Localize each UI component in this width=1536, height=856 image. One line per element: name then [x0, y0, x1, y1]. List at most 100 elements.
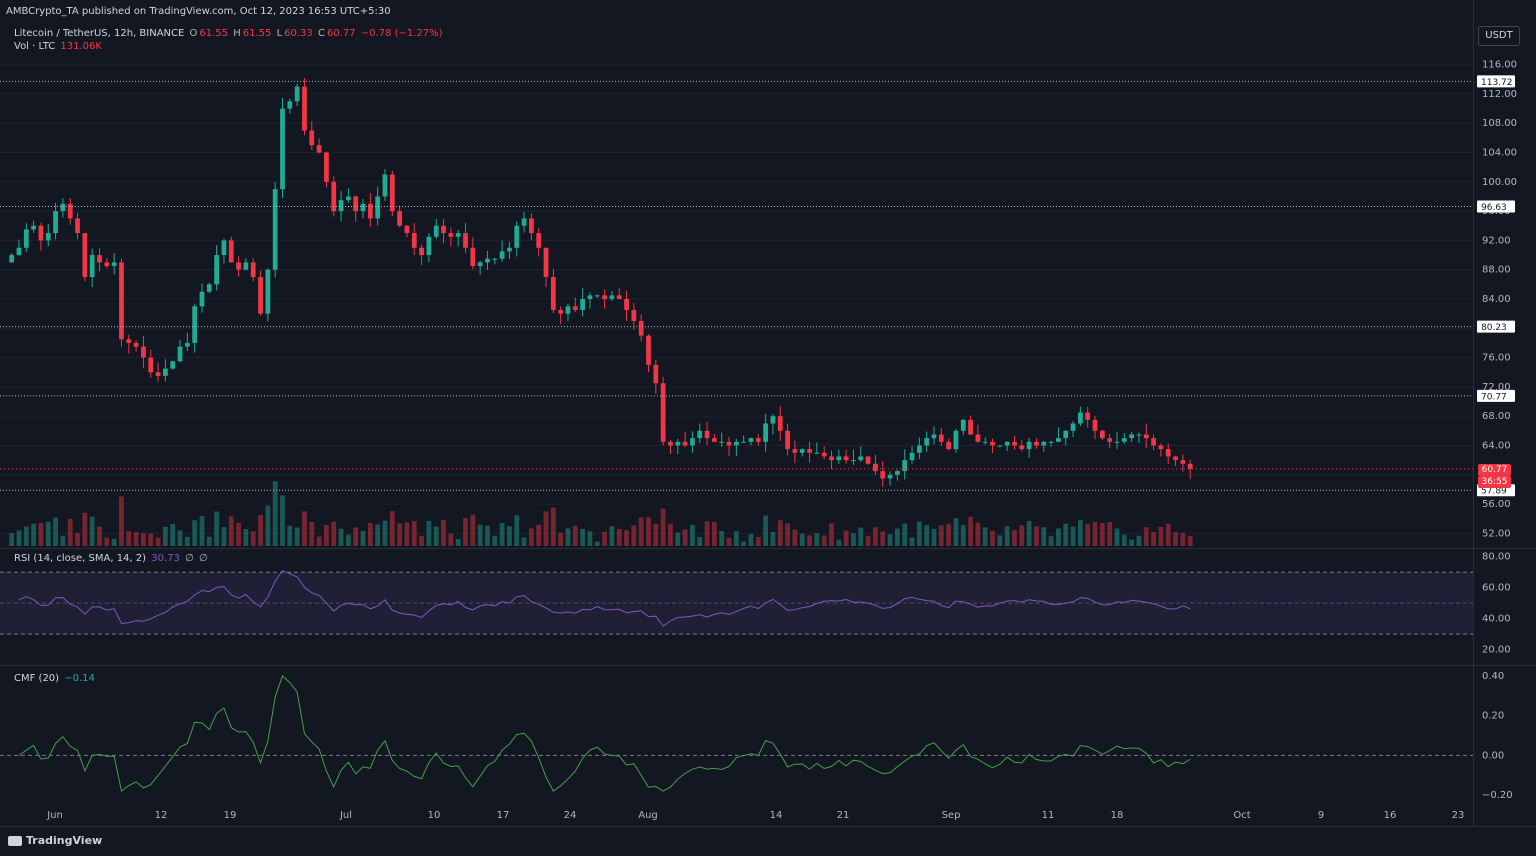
volume-bar — [843, 530, 849, 546]
time-tick-label: Jun — [46, 810, 63, 821]
volume-bar — [389, 511, 395, 546]
price-chart-canvas[interactable]: 116.00112.00108.00104.00100.0096.0092.00… — [0, 0, 1536, 826]
candle-body — [1151, 438, 1156, 446]
volume-legend: Vol · LTC 131.06K — [14, 41, 104, 52]
high-value: 61.55 — [242, 28, 272, 39]
candle-body — [367, 203, 373, 219]
candle-body — [931, 434, 937, 439]
volume-bar — [880, 531, 886, 546]
volume-bar — [206, 536, 212, 546]
volume-bar — [799, 533, 805, 546]
cmf-tick-label: −0.20 — [1482, 790, 1513, 801]
rsi-value: 30.73 — [151, 553, 180, 564]
volume-bar — [302, 511, 307, 546]
candle-body — [67, 203, 73, 219]
cmf-tick-label: 0.20 — [1482, 711, 1504, 722]
candle-body — [331, 181, 337, 212]
time-tick-label: Aug — [638, 810, 658, 821]
volume-bar — [748, 534, 754, 546]
candle-body — [836, 456, 842, 461]
candle-body — [529, 218, 534, 234]
volume-bar — [272, 481, 278, 546]
level-badge-text: 57.89 — [1481, 487, 1507, 497]
level-badge — [1477, 320, 1515, 333]
countdown-badge: 36:55 — [1478, 476, 1511, 488]
candle-body — [1034, 441, 1039, 446]
currency-button[interactable]: USDT — [1478, 26, 1520, 46]
volume-bar — [829, 523, 834, 546]
candle-body — [792, 449, 798, 453]
chart-background — [0, 0, 1536, 826]
volume-bar — [119, 496, 124, 546]
time-tick-label: 18 — [1111, 810, 1124, 821]
price-tick-label: 72.00 — [1482, 382, 1511, 393]
candle-body — [360, 203, 366, 212]
volume-bar — [280, 495, 285, 546]
candle-body — [785, 430, 790, 450]
candle-body — [104, 262, 110, 267]
candle-body — [763, 423, 768, 442]
candle-body — [1004, 441, 1010, 446]
volume-bar — [236, 522, 241, 546]
candle-body — [1056, 438, 1061, 442]
volume-bar — [770, 531, 776, 546]
volume-bar — [960, 524, 966, 546]
time-tick-label: 21 — [837, 810, 850, 821]
volume-bar — [82, 512, 88, 546]
candle-body — [1143, 434, 1149, 439]
rsi-label: RSI (14, close, SMA, 14, 2) — [14, 553, 147, 564]
volume-bar — [250, 531, 256, 546]
time-tick-label: 14 — [770, 810, 783, 821]
candle-body — [602, 295, 607, 299]
candle-body — [507, 247, 512, 252]
volume-bar — [111, 538, 117, 546]
candle-body — [382, 174, 388, 197]
candle-body — [580, 299, 585, 310]
candle-body — [624, 299, 629, 310]
candle-body — [960, 419, 966, 431]
volume-bar — [821, 535, 827, 546]
time-tick-label: Sep — [942, 810, 961, 821]
candle-body — [111, 262, 117, 267]
candle-body — [155, 372, 161, 376]
cmf-tick-label: 0.00 — [1482, 750, 1504, 761]
time-tick-label: 11 — [1042, 810, 1055, 821]
candle-body — [221, 240, 227, 256]
candle-body — [1092, 419, 1098, 431]
volume-bar — [1129, 539, 1134, 546]
candle-body — [199, 291, 205, 307]
candle-body — [726, 441, 732, 446]
volume-bar — [1056, 528, 1061, 546]
volume-bar — [184, 536, 190, 546]
volume-bar — [529, 528, 534, 546]
candle-body — [997, 445, 1003, 447]
volume-bar — [807, 535, 812, 546]
level-badge — [1477, 389, 1515, 402]
candle-body — [858, 456, 864, 461]
volume-bar — [572, 525, 578, 546]
candle-body — [990, 441, 995, 446]
price-tick-label: 76.00 — [1482, 353, 1511, 364]
volume-label: Vol · LTC — [14, 41, 56, 52]
volume-bar — [602, 531, 607, 546]
volume-bar — [550, 507, 556, 546]
tradingview-logo[interactable]: TradingView — [8, 834, 102, 847]
tradingview-mark-icon — [8, 835, 22, 846]
candle-body — [982, 441, 988, 443]
volume-bar — [836, 539, 842, 546]
volume-bar — [31, 523, 36, 546]
candle-body — [433, 225, 439, 237]
candle-body — [1136, 434, 1142, 436]
candle-body — [1063, 430, 1069, 439]
low-value: 60.33 — [284, 28, 313, 39]
price-tick-label: 92.00 — [1482, 235, 1511, 246]
candle-body — [177, 346, 183, 362]
candle-body — [946, 441, 951, 450]
volume-bar — [60, 535, 66, 546]
volume-bar — [228, 516, 234, 546]
candle-body — [755, 438, 761, 442]
candle-body — [1107, 438, 1113, 442]
candle-body — [170, 361, 176, 369]
volume-bar — [924, 524, 930, 546]
candle-body — [148, 357, 154, 373]
